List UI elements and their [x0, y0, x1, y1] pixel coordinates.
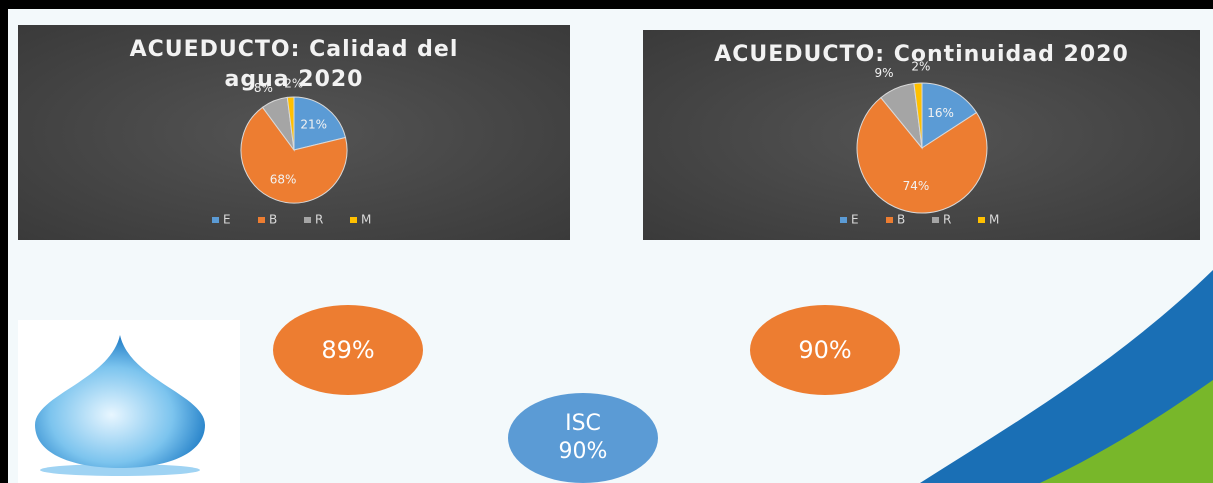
chart-title: ACUEDUCTO: Continuidad 2020	[714, 42, 1129, 67]
legend-swatch	[258, 217, 265, 223]
legend-swatch	[978, 217, 985, 223]
chart-panel: 21% 68% 8% 2% E B R M ACUEDUCTO: Calidad del ag…	[18, 25, 570, 240]
top-border	[0, 0, 1213, 9]
data-label: 74%	[903, 179, 930, 193]
drop-shadow	[40, 464, 200, 476]
data-label: 2%	[911, 59, 930, 73]
data-label: 68%	[270, 172, 297, 186]
legend-swatch	[350, 217, 357, 223]
legend-label: M	[361, 213, 371, 227]
pie-slice	[856, 96, 988, 214]
chart-title: ACUEDUCTO: Calidad del agua 2020	[129, 37, 459, 92]
data-label: 9%	[875, 66, 894, 80]
isc-badge	[508, 393, 658, 483]
chart-panel: 16% 74% 9% 2% E B R M ACUEDUCTO: Continuidad 20…	[643, 30, 1200, 240]
badge-label: 90%	[798, 336, 851, 364]
water-drop	[35, 335, 205, 468]
legend-label: M	[989, 213, 999, 227]
data-label: 16%	[927, 106, 954, 120]
legend-label: R	[315, 213, 323, 227]
legend-swatch	[932, 217, 939, 223]
data-label: 2%	[284, 76, 303, 90]
chart: 16% 74% 9% 2% E B R M	[840, 59, 999, 227]
swoosh-green	[1040, 380, 1213, 483]
badge	[273, 305, 423, 395]
legend-swatch	[304, 217, 311, 223]
badge	[750, 305, 900, 395]
pie-slice	[293, 96, 347, 151]
chart: 21% 68% 8% 2% E B R M	[212, 76, 371, 227]
legend-label: E	[223, 213, 231, 227]
legend-label: R	[943, 213, 951, 227]
isc-label: ISC	[565, 411, 601, 436]
pie-slice	[240, 106, 348, 204]
data-label: 21%	[300, 118, 327, 132]
data-label: 8%	[254, 81, 273, 95]
left-border	[0, 0, 8, 483]
legend-label: B	[897, 213, 905, 227]
pie-slice	[921, 82, 978, 149]
legend-label: E	[851, 213, 859, 227]
pie-slice	[913, 82, 923, 149]
pie-slice	[286, 96, 295, 151]
isc-value: 90%	[559, 439, 608, 464]
badge-label: 89%	[321, 336, 374, 364]
legend-label: B	[269, 213, 277, 227]
legend-swatch	[212, 217, 219, 223]
legend-swatch	[840, 217, 847, 223]
legend-swatch	[886, 217, 893, 223]
